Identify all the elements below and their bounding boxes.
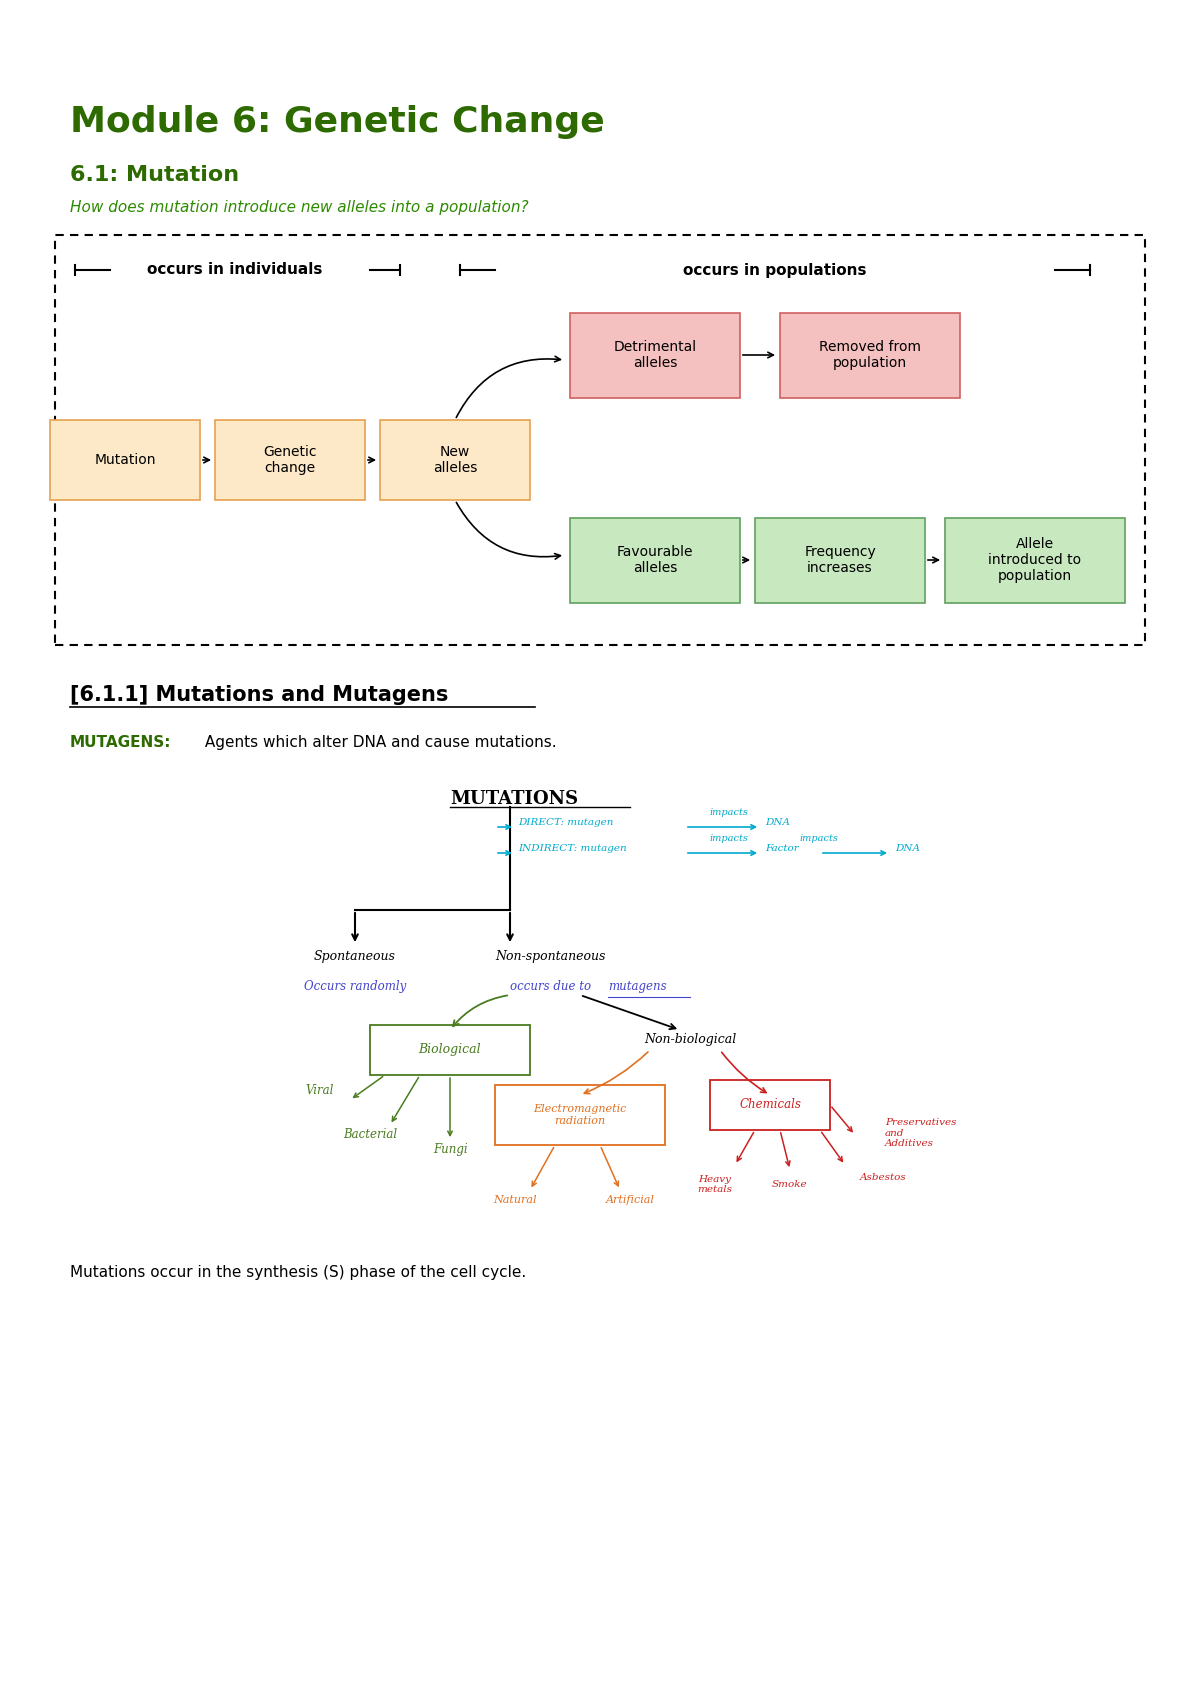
FancyBboxPatch shape xyxy=(570,517,740,602)
Text: INDIRECT: mutagen: INDIRECT: mutagen xyxy=(518,844,626,854)
Text: Smoke: Smoke xyxy=(772,1180,808,1188)
Text: Biological: Biological xyxy=(419,1044,481,1056)
Text: DNA: DNA xyxy=(895,844,920,854)
Text: Viral: Viral xyxy=(306,1083,334,1097)
Text: Spontaneous: Spontaneous xyxy=(314,949,396,963)
Text: DIRECT: mutagen: DIRECT: mutagen xyxy=(518,819,613,827)
FancyBboxPatch shape xyxy=(946,517,1126,602)
Text: Detrimental
alleles: Detrimental alleles xyxy=(613,341,696,370)
Text: Mutation: Mutation xyxy=(95,453,156,468)
Text: Chemicals: Chemicals xyxy=(739,1098,800,1112)
Text: Occurs randomly: Occurs randomly xyxy=(304,980,406,993)
Text: Removed from
population: Removed from population xyxy=(818,341,922,370)
Text: Bacterial: Bacterial xyxy=(343,1129,397,1141)
FancyBboxPatch shape xyxy=(570,312,740,398)
Text: Asbestos: Asbestos xyxy=(860,1173,907,1181)
Text: impacts: impacts xyxy=(710,809,749,817)
Text: impacts: impacts xyxy=(800,834,839,842)
FancyBboxPatch shape xyxy=(755,517,925,602)
FancyBboxPatch shape xyxy=(710,1080,830,1131)
Text: Frequency
increases: Frequency increases xyxy=(804,544,876,575)
Text: Natural: Natural xyxy=(493,1195,536,1205)
Text: mutagens: mutagens xyxy=(608,980,667,993)
Text: DNA: DNA xyxy=(766,819,790,827)
FancyBboxPatch shape xyxy=(370,1025,530,1075)
FancyBboxPatch shape xyxy=(50,420,200,500)
Text: Agents which alter DNA and cause mutations.: Agents which alter DNA and cause mutatio… xyxy=(200,736,557,749)
FancyBboxPatch shape xyxy=(380,420,530,500)
Text: Genetic
change: Genetic change xyxy=(263,444,317,475)
Text: Mutations occur in the synthesis (S) phase of the cell cycle.: Mutations occur in the synthesis (S) pha… xyxy=(70,1264,527,1280)
Text: How does mutation introduce new alleles into a population?: How does mutation introduce new alleles … xyxy=(70,200,529,215)
Text: MUTATIONS: MUTATIONS xyxy=(450,790,578,809)
Text: Fungi: Fungi xyxy=(433,1144,467,1156)
Text: Non-spontaneous: Non-spontaneous xyxy=(494,949,605,963)
FancyBboxPatch shape xyxy=(496,1085,665,1146)
Text: occurs in populations: occurs in populations xyxy=(683,263,866,278)
Text: MUTAGENS:: MUTAGENS: xyxy=(70,736,172,749)
Text: 6.1: Mutation: 6.1: Mutation xyxy=(70,164,239,185)
Text: Favourable
alleles: Favourable alleles xyxy=(617,544,694,575)
Text: occurs due to: occurs due to xyxy=(510,980,595,993)
Text: Allele
introduced to
population: Allele introduced to population xyxy=(989,537,1081,583)
Text: Artificial: Artificial xyxy=(606,1195,654,1205)
Text: impacts: impacts xyxy=(710,834,749,842)
Text: Module 6: Genetic Change: Module 6: Genetic Change xyxy=(70,105,605,139)
Text: occurs in individuals: occurs in individuals xyxy=(148,263,323,278)
Text: Preservatives
and
Additives: Preservatives and Additives xyxy=(886,1119,956,1148)
Text: New
alleles: New alleles xyxy=(433,444,478,475)
FancyBboxPatch shape xyxy=(215,420,365,500)
FancyBboxPatch shape xyxy=(780,312,960,398)
Text: [6.1.1] Mutations and Mutagens: [6.1.1] Mutations and Mutagens xyxy=(70,685,449,705)
Text: Factor: Factor xyxy=(766,844,799,854)
Text: Heavy
metals: Heavy metals xyxy=(697,1175,732,1195)
Text: Non-biological: Non-biological xyxy=(644,1034,736,1046)
Text: Electromagnetic
radiation: Electromagnetic radiation xyxy=(533,1103,626,1125)
